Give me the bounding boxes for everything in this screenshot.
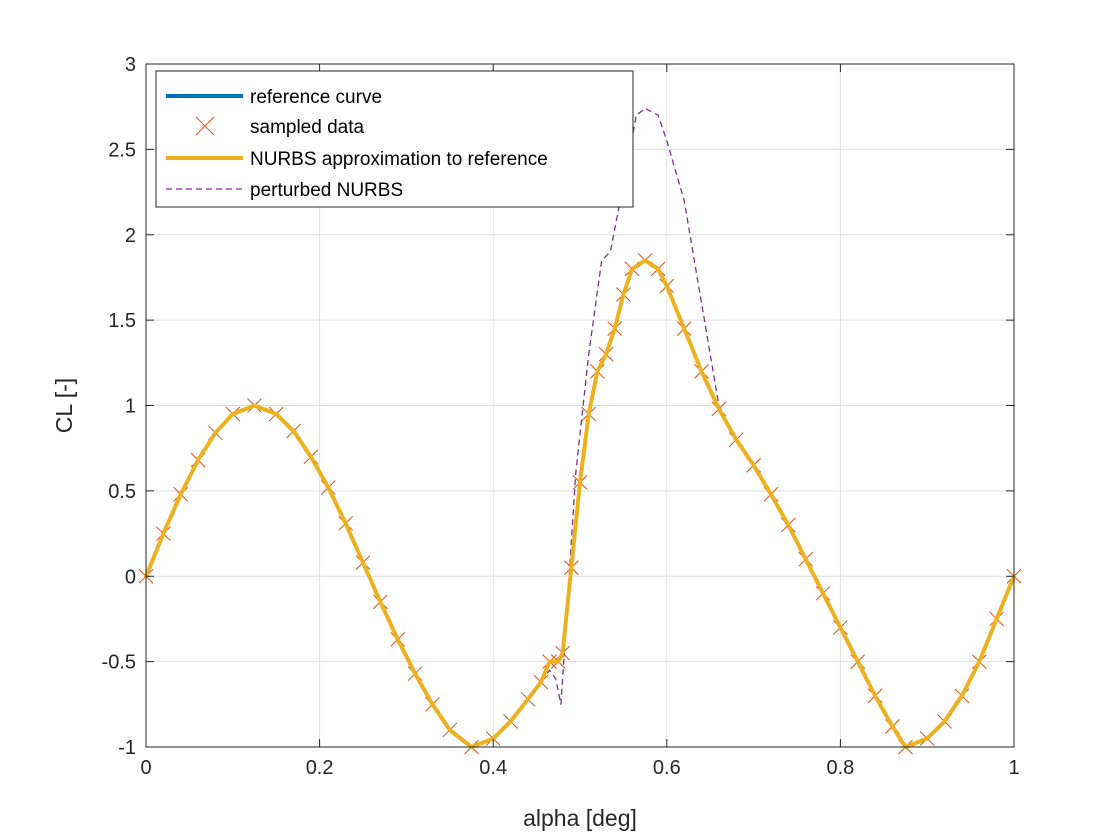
legend-box <box>155 70 634 208</box>
y-tick-label: -1 <box>118 737 136 759</box>
y-tick-label: -0.5 <box>102 652 136 674</box>
legend-label: sampled data <box>250 117 365 138</box>
ticks: 0 0.2 0.4 0.6 0.8 1 -1 -0.5 0 0.5 1 1.5 2 2.5 3 <box>102 54 1020 779</box>
x-tick-label: 1 <box>1008 757 1019 779</box>
x-tick-label: 0.4 <box>479 757 507 779</box>
y-tick-label: 2.5 <box>108 139 136 161</box>
y-tick-label: 1.5 <box>108 310 136 332</box>
x-tick-label: 0.2 <box>306 757 334 779</box>
x-axis-label: alpha [deg] <box>523 805 637 831</box>
legend: reference curve sampled data NURBS approxi… <box>155 70 634 208</box>
y-tick-label: 3 <box>125 54 136 76</box>
x-tick-label: 0 <box>140 757 151 779</box>
y-tick-label: 0.5 <box>108 481 136 503</box>
perturbed-nurbs-line <box>145 107 1015 748</box>
legend-swatch-marker <box>195 116 215 136</box>
legend-label: NURBS approximation to reference <box>250 149 548 170</box>
x-tick-label: 0.6 <box>653 757 681 779</box>
legend-label: reference curve <box>250 87 382 108</box>
y-tick-label: 0 <box>125 566 136 588</box>
y-axis-label: CL [-] <box>51 378 77 433</box>
y-tick-label: 2 <box>125 225 136 247</box>
nurbs-approximation-line <box>144 258 1016 749</box>
y-tick-label: 1 <box>125 396 136 418</box>
legend-label: perturbed NURBS <box>250 180 403 201</box>
series-layer <box>138 107 1022 755</box>
x-tick-label: 0.8 <box>826 757 854 779</box>
